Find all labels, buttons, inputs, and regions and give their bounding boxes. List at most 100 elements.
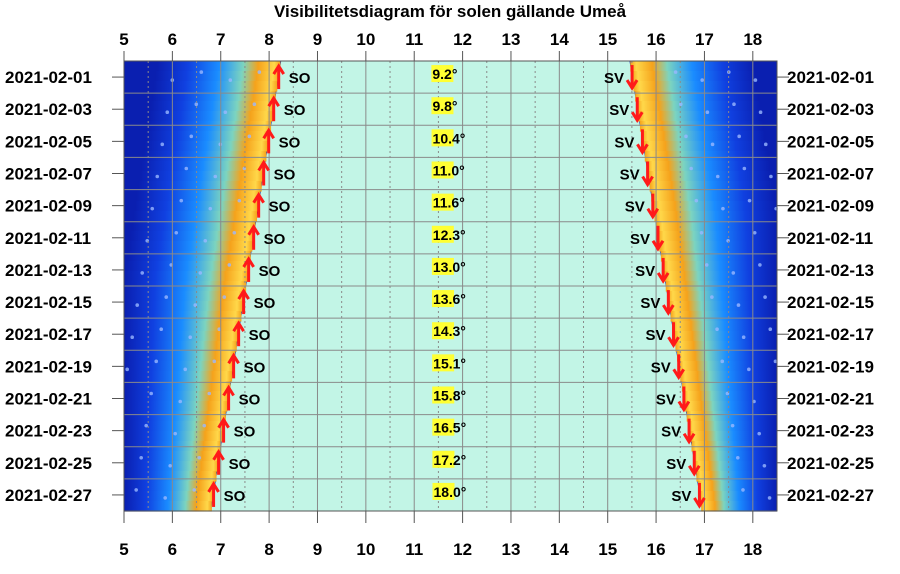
dusk-twilight-band — [635, 91, 759, 102]
sunrise-direction-label: SO — [269, 199, 291, 216]
twilight-dot — [168, 463, 173, 468]
twilight-dot — [155, 174, 160, 179]
sunrise-arrowhead — [247, 223, 260, 236]
dawn-twilight-band — [138, 181, 262, 192]
sunrise-arrowhead — [252, 191, 265, 204]
sunrise-arrowhead — [222, 384, 235, 397]
dusk-twilight-band — [697, 481, 777, 492]
twilight-dot — [223, 110, 228, 115]
max-elevation-highlight — [431, 290, 454, 308]
sunset-arrowhead — [672, 368, 685, 381]
sunrise-direction-label: SO — [274, 167, 296, 184]
dawn-twilight-band — [141, 161, 265, 172]
sunrise-arrowhead — [217, 416, 230, 429]
date-label-left: 2021-02-09 — [5, 197, 92, 216]
dawn-twilight-band — [132, 221, 256, 232]
dawn-twilight-band — [124, 381, 231, 392]
sunset-direction-label: SV — [630, 231, 650, 248]
chart-title: Visibilitetsdiagram för solen gällande U… — [273, 2, 627, 21]
twilight-dot — [125, 367, 129, 372]
dusk-twilight-band — [681, 381, 777, 392]
dawn-twilight-band — [124, 501, 212, 512]
dusk-twilight-band — [668, 301, 777, 312]
sunrise-arrowhead — [257, 159, 270, 172]
max-elevation-label: 11.6° — [433, 195, 465, 211]
x-tick-label-bottom: 5 — [119, 540, 128, 559]
twilight-dot — [737, 134, 741, 139]
x-tick-label-bottom: 8 — [264, 540, 273, 559]
sunset-arrowhead — [651, 239, 665, 252]
dusk-twilight-band — [670, 311, 777, 322]
x-tick-label-top: 18 — [743, 30, 762, 49]
sunset-arrowhead — [693, 497, 706, 509]
date-label-right: 2021-02-09 — [787, 197, 874, 216]
dawn-twilight-band — [133, 211, 258, 222]
sunrise-arrowhead — [227, 352, 240, 365]
dusk-twilight-band — [651, 191, 775, 202]
dusk-twilight-band — [677, 351, 777, 362]
dusk-twilight-band — [656, 221, 777, 232]
sunrise-direction-label: SO — [229, 456, 251, 473]
twilight-dot — [164, 295, 169, 299]
date-label-right: 2021-02-13 — [787, 261, 874, 280]
x-tick-label-top: 14 — [550, 30, 569, 49]
x-tick-label-bottom: 14 — [550, 540, 569, 559]
twilight-dot — [769, 174, 773, 179]
sunrise-arrowhead — [267, 95, 280, 108]
twilight-dot — [189, 134, 194, 139]
twilight-dot — [773, 359, 778, 364]
twilight-dot — [192, 488, 197, 492]
max-elevation-label: 15.8° — [433, 388, 466, 404]
twilight-dot — [227, 263, 232, 267]
x-tick-label-bottom: 7 — [216, 540, 225, 559]
twilight-dot — [704, 263, 709, 267]
dusk-twilight-band — [644, 151, 769, 162]
dusk-twilight-band — [638, 111, 762, 122]
twilight-dot — [179, 198, 184, 203]
dawn-twilight-band — [124, 391, 229, 402]
twilight-dot — [715, 174, 720, 179]
sunset-arrowhead — [656, 272, 670, 284]
twilight-dot — [673, 70, 678, 74]
dusk-twilight-band — [631, 71, 756, 82]
dusk-twilight-band — [673, 331, 777, 342]
twilight-dot — [699, 230, 704, 235]
x-tick-label-bottom: 9 — [313, 540, 322, 559]
twilight-dot — [735, 455, 740, 460]
twilight-dot — [174, 230, 179, 235]
twilight-dot — [721, 206, 725, 211]
dusk-twilight-band — [696, 471, 777, 482]
twilight-dot — [741, 335, 746, 340]
sunrise-direction-label: SO — [239, 392, 261, 409]
twilight-dot — [726, 238, 730, 243]
twilight-dot — [150, 206, 155, 211]
twilight-dot — [705, 110, 710, 115]
twilight-dot — [184, 166, 189, 171]
x-tick-label-top: 11 — [405, 30, 423, 49]
twilight-dot — [689, 166, 693, 171]
x-tick-label-bottom: 10 — [356, 540, 375, 559]
max-elevation-highlight — [432, 322, 455, 340]
dusk-twilight-band — [667, 291, 777, 302]
x-tick-label-top: 6 — [168, 30, 177, 49]
twilight-dot — [758, 263, 762, 267]
dusk-twilight-band — [654, 211, 777, 222]
twilight-dot — [208, 206, 213, 211]
dawn-twilight-band — [155, 71, 279, 82]
date-label-right: 2021-02-25 — [787, 454, 874, 473]
date-label-left: 2021-02-07 — [5, 165, 92, 184]
twilight-dot — [732, 102, 736, 107]
max-elevation-highlight — [431, 257, 454, 275]
date-label-left: 2021-02-03 — [5, 100, 92, 119]
dusk-twilight-band — [648, 171, 772, 182]
twilight-dot — [165, 110, 170, 115]
twilight-dot — [747, 367, 751, 372]
date-label-left: 2021-02-11 — [5, 229, 91, 248]
max-elevation-label: 9.2° — [432, 66, 457, 82]
sunset-direction-label: SV — [635, 263, 655, 280]
max-elevation-highlight — [431, 225, 454, 243]
dusk-twilight-band — [685, 401, 777, 412]
date-label-right: 2021-02-21 — [787, 390, 874, 409]
